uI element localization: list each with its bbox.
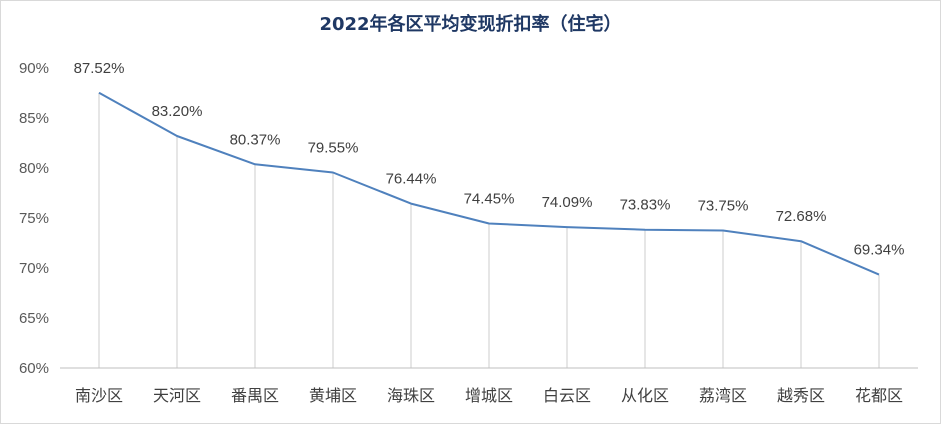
- y-tick-label: 85%: [19, 110, 49, 127]
- x-tick-label: 黄埔区: [309, 386, 357, 405]
- x-tick-label: 天河区: [153, 386, 201, 405]
- data-label: 69.34%: [854, 242, 905, 259]
- data-label: 73.83%: [620, 197, 671, 214]
- x-tick-label: 海珠区: [387, 386, 435, 405]
- data-label: 74.09%: [542, 194, 593, 211]
- data-label: 74.45%: [464, 191, 515, 208]
- series-line: [98, 91, 880, 276]
- y-tick-label: 65%: [19, 310, 49, 327]
- data-label: 79.55%: [308, 140, 359, 157]
- x-tick-label: 越秀区: [777, 386, 825, 405]
- x-tick-label: 从化区: [621, 386, 669, 405]
- x-tick-label: 荔湾区: [699, 386, 747, 405]
- y-tick-label: 75%: [19, 210, 49, 227]
- y-tick-label: 90%: [19, 60, 49, 77]
- y-tick-label: 70%: [19, 260, 49, 277]
- data-label: 87.52%: [74, 60, 125, 77]
- y-tick-label: 80%: [19, 160, 49, 177]
- data-label: 83.20%: [152, 103, 203, 120]
- chart-title: 2022年各区平均变现折扣率（住宅）: [319, 14, 622, 35]
- y-tick-label: 60%: [19, 360, 49, 377]
- x-tick-label: 增城区: [465, 386, 513, 405]
- x-tick-label: 花都区: [855, 386, 903, 405]
- x-tick-label: 南沙区: [75, 386, 123, 405]
- x-tick-label: 白云区: [543, 386, 591, 405]
- data-label: 76.44%: [386, 171, 437, 188]
- x-tick-label: 番禺区: [231, 386, 279, 405]
- data-label: 80.37%: [230, 131, 281, 148]
- data-label: 73.75%: [698, 198, 749, 215]
- data-label: 72.68%: [776, 208, 827, 225]
